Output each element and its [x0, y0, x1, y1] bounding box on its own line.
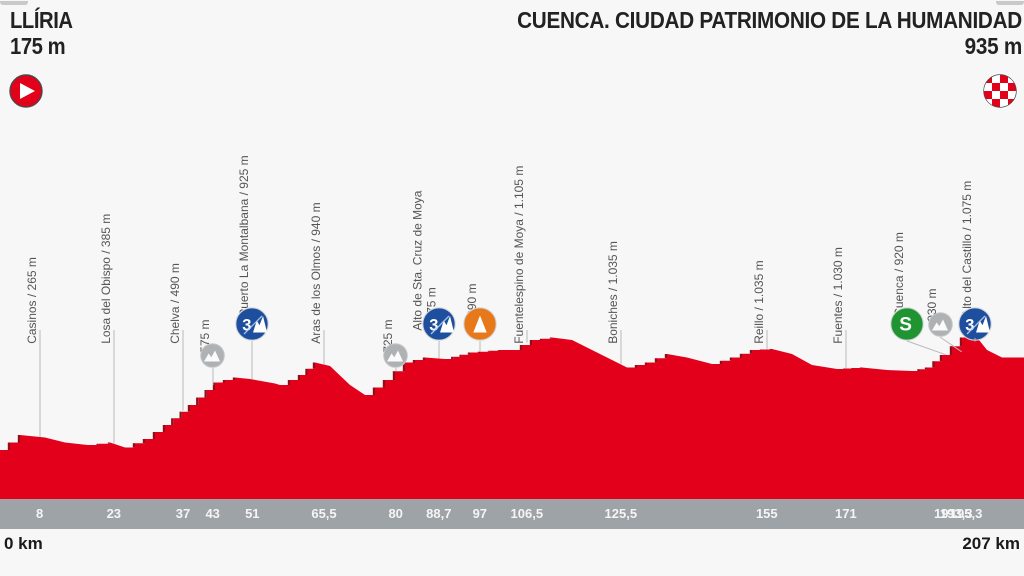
svg-text:S: S	[899, 315, 912, 336]
